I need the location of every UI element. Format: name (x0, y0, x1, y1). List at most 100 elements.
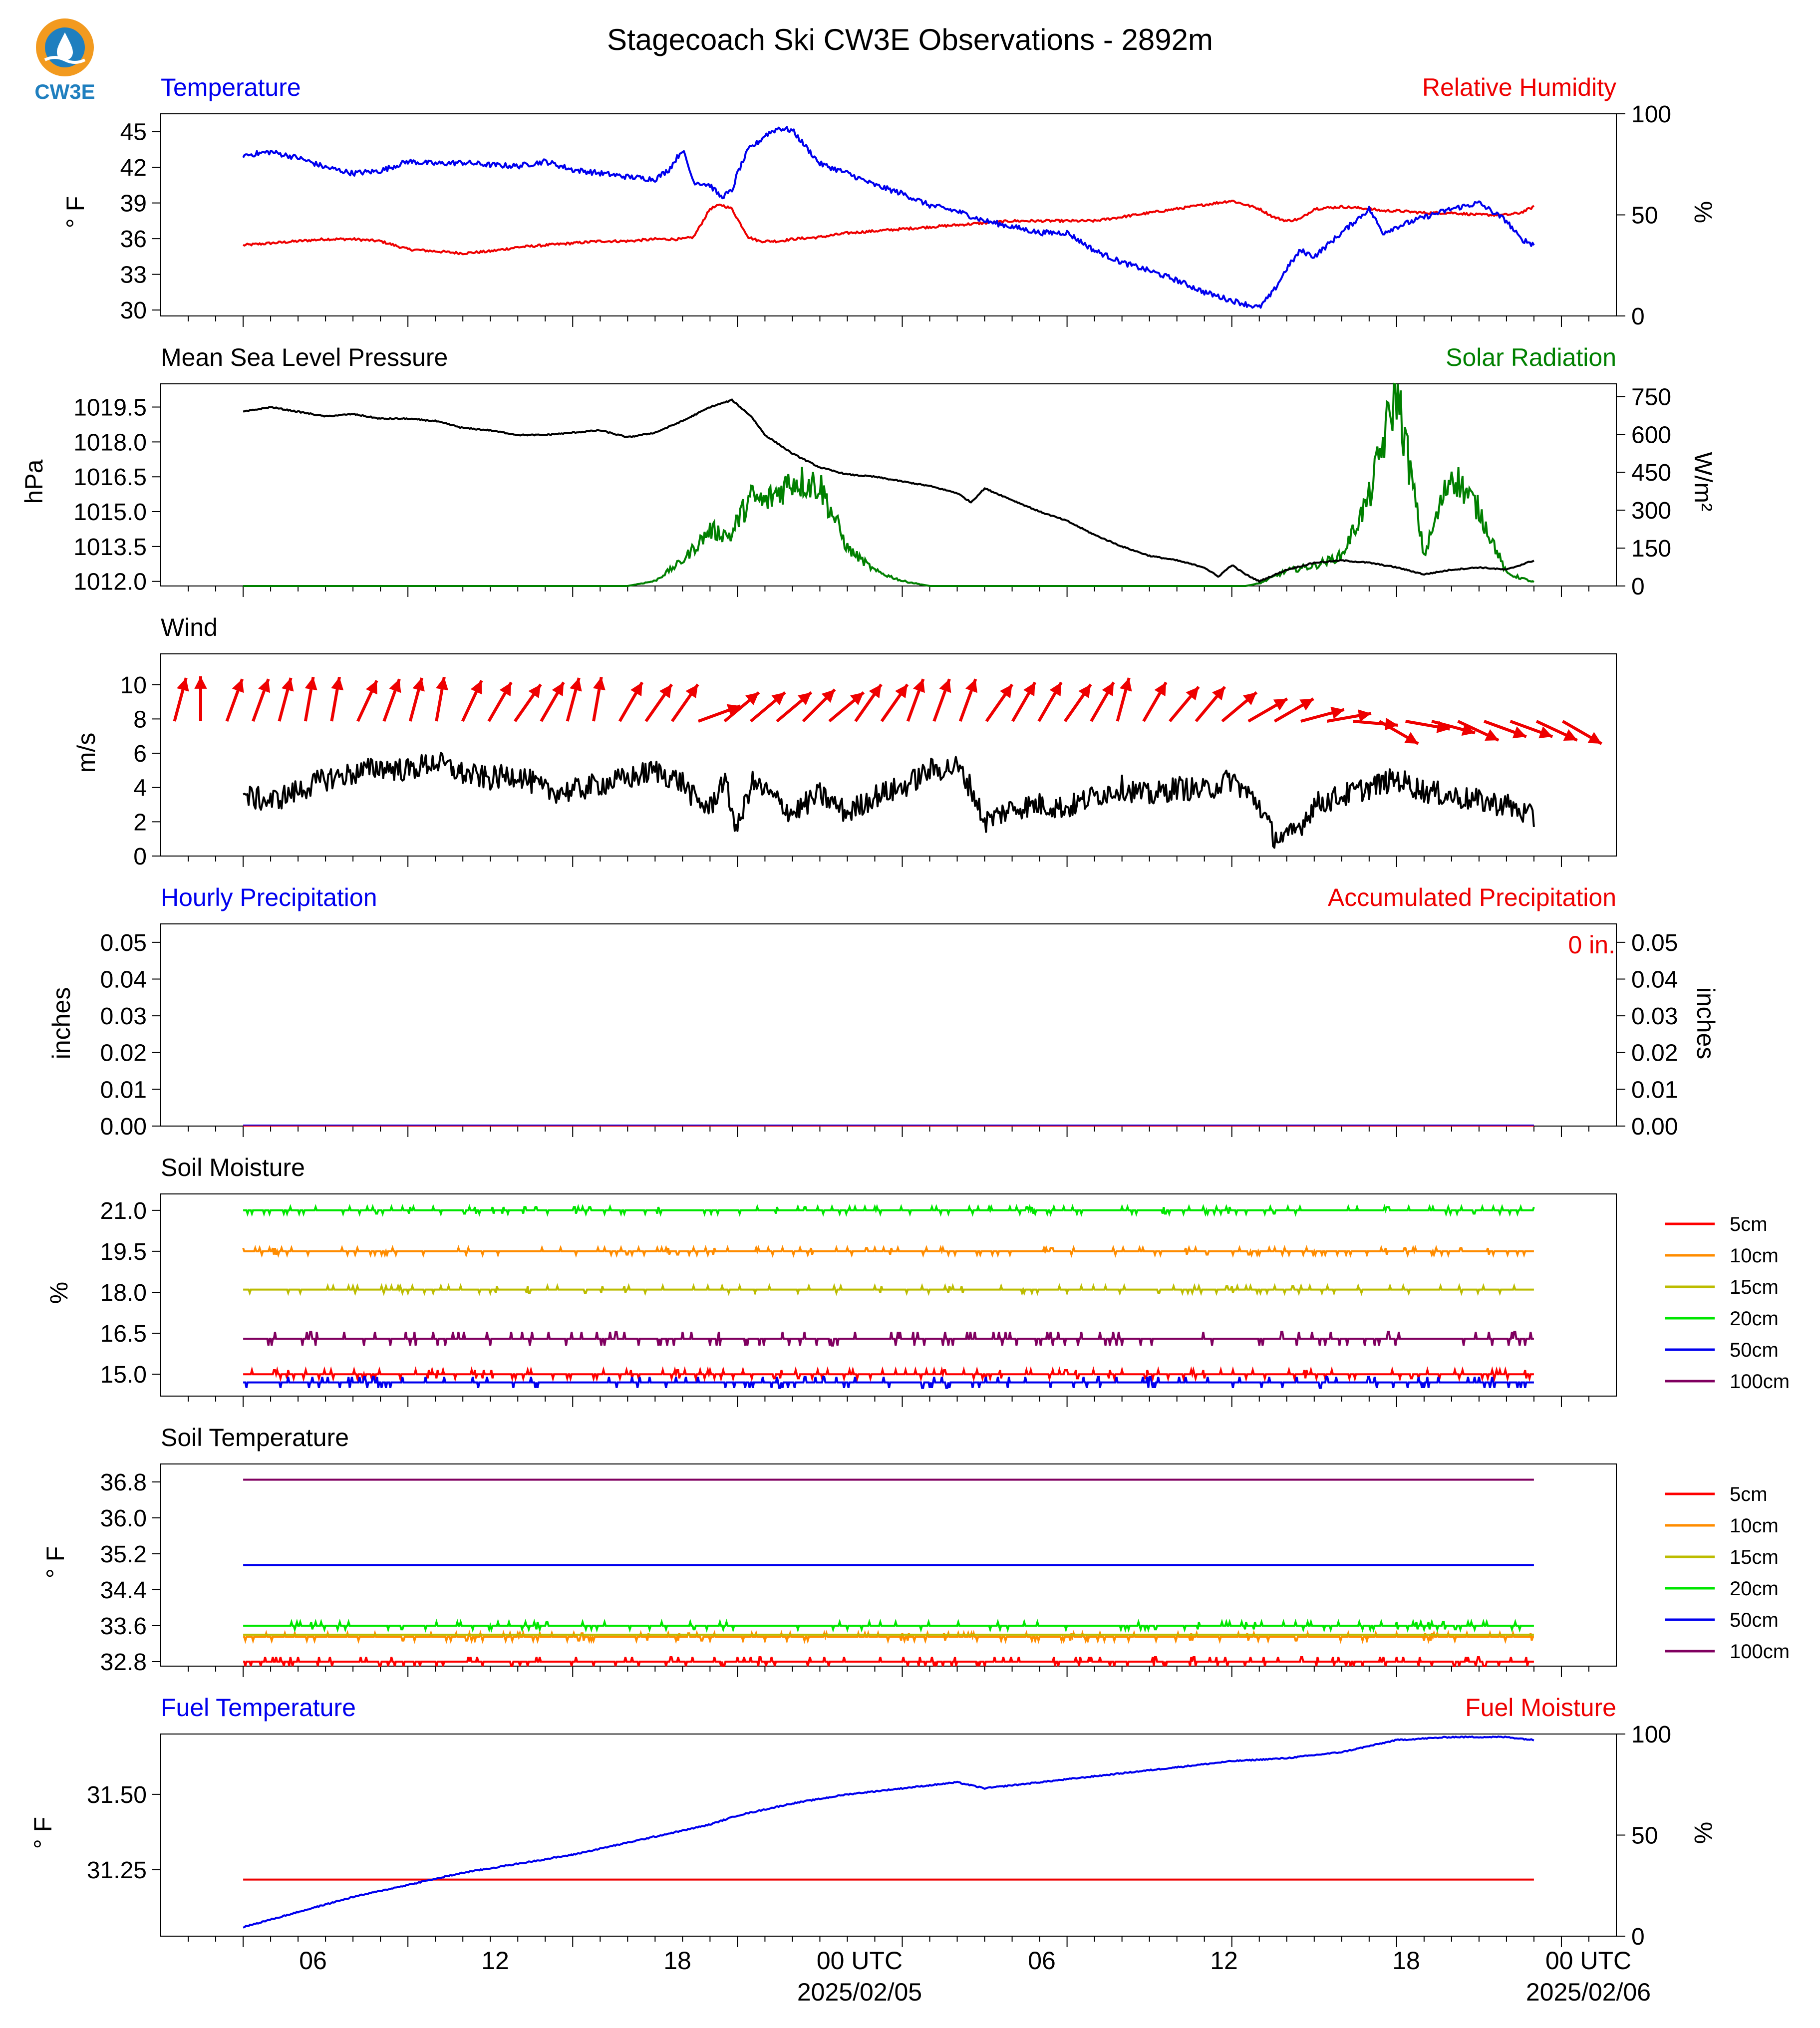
y-tick-label: 0.02 (1631, 1040, 1678, 1067)
y-tick-label: 31.50 (87, 1782, 147, 1808)
solar-panel-title: Solar Radiation (1446, 343, 1616, 371)
wind-arrow (1431, 720, 1476, 736)
legend-entry: 50cm (1665, 1339, 1779, 1361)
wind-arrow (985, 683, 1014, 722)
y-tick-label: 33 (120, 262, 147, 289)
soil-moisture-ylabel: % (45, 1282, 73, 1304)
legend-label: 50cm (1730, 1609, 1779, 1631)
fuel-temp-panel-title: Fuel Temperature (161, 1694, 356, 1722)
y-tick-label: 0 (133, 844, 147, 870)
precip-ylabel: inches (47, 987, 75, 1060)
precip-panel-title: Hourly Precipitation (161, 883, 377, 911)
wind-arrow (776, 691, 813, 723)
legend-entry: 50cm (1665, 1609, 1779, 1631)
y-tick-label: 1016.5 (73, 464, 147, 491)
x-tick-label: 12 (1210, 1947, 1238, 1975)
wind-arrow-head (1049, 682, 1062, 696)
legend-entry: 20cm (1665, 1578, 1779, 1600)
legend-label: 5cm (1730, 1483, 1768, 1505)
wind-arrow-head (726, 704, 741, 716)
soil-series-line (243, 1618, 1534, 1633)
y-tick-label: 10 (120, 672, 147, 699)
wind-arrow (1090, 681, 1115, 722)
wind-arrow-head (1186, 687, 1199, 701)
y-tick-label: 35.2 (100, 1541, 147, 1568)
wind-arrow-head (570, 678, 582, 692)
x-tick-label: 00 UTC (1545, 1947, 1631, 1975)
legend-entry: 15cm (1665, 1276, 1779, 1298)
legend-entry: 100cm (1665, 1371, 1790, 1393)
x-date-label: 2025/02/05 (797, 1978, 922, 2006)
wind-arrow-head (798, 692, 812, 705)
soil-series-line (243, 1331, 1534, 1347)
soil-series-line (243, 1630, 1534, 1644)
y-tick-label: 42 (120, 155, 147, 181)
x-tick-labels: 06 12 18 00 UTC 06 12 18 00 UTC 2025/02/… (299, 1947, 1651, 2006)
wind-arrow (723, 691, 760, 723)
legend-entry: 5cm (1665, 1213, 1768, 1235)
wind-arrow (697, 704, 741, 723)
y-tick-label: 0.02 (100, 1040, 147, 1067)
wind-arrow (802, 688, 836, 723)
legend-label: 10cm (1730, 1515, 1779, 1537)
wind-arrow-head (1154, 682, 1166, 696)
wind-arrow-head (1358, 709, 1371, 722)
panel-frame-2 (160, 653, 1617, 857)
logo-text: CW3E (34, 80, 95, 103)
wind-arrow-head (913, 679, 925, 693)
y-tick-label: 0.00 (100, 1114, 147, 1140)
logo-wave-icon (44, 56, 86, 64)
wind-arrow-head (412, 678, 425, 692)
wind-arrow-head (1000, 684, 1012, 698)
y-tick-label: 0 (1631, 1924, 1645, 1950)
x-tick-label: 06 (1028, 1947, 1056, 1975)
x-date-label: 2025/02/06 (1526, 1978, 1651, 2006)
fuel-moisture-panel-title: Fuel Moisture (1465, 1694, 1616, 1722)
wind-arrow (303, 676, 317, 722)
wind-arrow-head (282, 678, 294, 692)
legend-label: 15cm (1730, 1276, 1779, 1298)
wind-arrow (1247, 697, 1288, 723)
soil-series-line (243, 1204, 1535, 1217)
wind-arrow (514, 683, 542, 722)
legend-label: 20cm (1730, 1578, 1779, 1600)
wind-arrow-head (1273, 699, 1287, 711)
wind-arrow-head (232, 679, 244, 693)
wind-arrow (828, 691, 865, 723)
wind-arrow-head (1120, 678, 1132, 692)
y-tick-label: 100 (1631, 1722, 1671, 1748)
wind-arrow (1484, 720, 1527, 739)
wind-arrow-head (1023, 682, 1035, 696)
wind-arrow (1221, 691, 1258, 723)
rh-series-line (243, 200, 1535, 256)
x-tick-label: 00 UTC (817, 1947, 903, 1975)
fuel-temp-ylabel: ° F (29, 1817, 57, 1849)
accum-ylabel: inches (1692, 987, 1720, 1060)
soil-series-line (242, 1245, 1534, 1258)
soil-series-line (243, 1656, 1534, 1667)
y-tick-label: 39 (120, 191, 147, 217)
accum-annotation: 0 in. (1568, 931, 1615, 959)
wind-arrow (1510, 720, 1553, 739)
wind-arrow-head (1461, 723, 1476, 736)
wind-arrow (618, 681, 644, 722)
wind-arrow (252, 678, 271, 722)
legend-entry: 10cm (1665, 1515, 1779, 1537)
wind-arrow (382, 678, 401, 722)
y-tick-label: 6 (133, 741, 147, 767)
wind-arrow (1273, 697, 1314, 723)
wind-arrow-head (659, 684, 672, 698)
wind-arrow-head (1102, 682, 1114, 696)
soil-series-line (243, 1366, 1534, 1383)
y-tick-label: 30 (120, 297, 147, 324)
wind-arrow-head (258, 679, 271, 693)
wind-arrow (1300, 706, 1345, 723)
legend-label: 50cm (1730, 1339, 1779, 1361)
wind-arrow-head (1563, 729, 1577, 741)
wind-arrow (906, 678, 925, 722)
solar-series-line (243, 382, 1534, 587)
y-tick-label: 45 (120, 119, 147, 146)
y-tick-label: 1013.5 (73, 534, 147, 561)
y-tick-label: 0.04 (1631, 966, 1678, 993)
wind-arrow-head (499, 682, 512, 696)
